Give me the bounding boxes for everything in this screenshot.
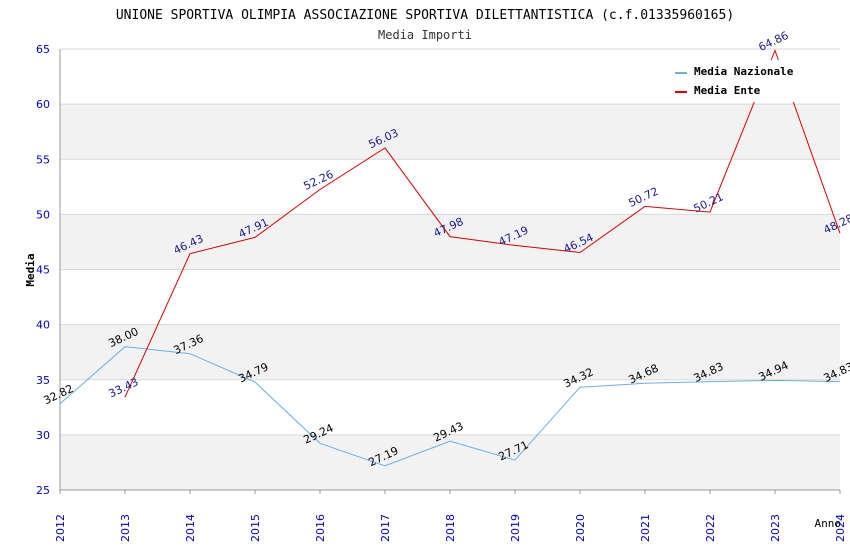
data-point bbox=[774, 379, 777, 382]
x-tick-label: 2024 bbox=[834, 514, 847, 542]
data-point bbox=[384, 464, 387, 467]
data-point bbox=[514, 459, 517, 462]
plot-band bbox=[60, 214, 840, 270]
y-tick-label: 30 bbox=[36, 429, 50, 442]
x-tick-label: 2021 bbox=[639, 514, 652, 542]
y-tick-label: 35 bbox=[36, 374, 50, 387]
x-tick-label: 2016 bbox=[314, 514, 327, 542]
data-point bbox=[384, 146, 387, 149]
x-tick-labels: 2012 2013 2014 2015 2016 2017 2018 2019 2020 2021… bbox=[54, 514, 847, 542]
plot-band bbox=[60, 434, 840, 490]
plot-band bbox=[60, 324, 840, 380]
legend-box bbox=[669, 60, 809, 102]
chart-title: UNIONE SPORTIVA OLIMPIA ASSOCIAZIONE SPO… bbox=[116, 8, 734, 23]
x-tick-label: 2013 bbox=[119, 514, 132, 542]
x-tick-label: 2022 bbox=[704, 514, 717, 542]
data-point bbox=[189, 252, 192, 255]
x-tick-label: 2014 bbox=[184, 514, 197, 542]
y-tick-label: 45 bbox=[36, 264, 50, 277]
plot-band bbox=[60, 104, 840, 160]
y-tick-label: 65 bbox=[36, 43, 50, 56]
axes bbox=[59, 49, 841, 494]
data-point bbox=[449, 235, 452, 238]
y-tick-label: 25 bbox=[36, 484, 50, 497]
y-tick-label: 40 bbox=[36, 319, 50, 332]
y-tick-label: 60 bbox=[36, 98, 50, 111]
data-point bbox=[839, 380, 842, 383]
series-lines bbox=[59, 49, 842, 467]
x-tick-label: 2017 bbox=[379, 514, 392, 542]
data-point bbox=[644, 382, 647, 385]
series-line-nazionale bbox=[59, 346, 841, 467]
data-label: 50.72 bbox=[626, 185, 660, 210]
x-tick-label: 2019 bbox=[509, 514, 522, 542]
legend: Media Nazionale Media Ente bbox=[669, 60, 809, 102]
x-axis-label: Anno bbox=[815, 517, 842, 530]
x-tick-label: 2018 bbox=[444, 514, 457, 542]
series-line-ente bbox=[124, 49, 841, 398]
data-point bbox=[449, 440, 452, 443]
data-point bbox=[709, 380, 712, 383]
data-point bbox=[189, 352, 192, 355]
data-point bbox=[319, 188, 322, 191]
plot-bands bbox=[60, 104, 840, 490]
y-tick-label: 55 bbox=[36, 153, 50, 166]
data-point bbox=[579, 386, 582, 389]
data-point bbox=[709, 211, 712, 214]
data-point bbox=[59, 402, 62, 405]
data-point bbox=[254, 236, 257, 239]
y-tick-labels: 25 30 35 40 45 50 55 60 65 bbox=[36, 43, 50, 497]
x-tick-label: 2015 bbox=[249, 514, 262, 542]
data-point bbox=[124, 345, 127, 348]
data-point bbox=[319, 442, 322, 445]
data-point bbox=[514, 244, 517, 247]
data-point bbox=[839, 232, 842, 235]
data-point bbox=[644, 205, 647, 208]
legend-label-nazionale: Media Nazionale bbox=[694, 65, 794, 78]
legend-label-ente: Media Ente bbox=[694, 84, 761, 97]
data-label: 52.26 bbox=[301, 168, 335, 193]
x-tick-label: 2020 bbox=[574, 514, 587, 542]
data-point bbox=[774, 49, 777, 52]
data-point bbox=[124, 396, 127, 399]
y-axis-label: Media bbox=[24, 253, 37, 286]
x-tick-label: 2012 bbox=[54, 514, 67, 542]
y-tick-label: 50 bbox=[36, 208, 50, 221]
x-tick-label: 2023 bbox=[769, 514, 782, 542]
chart-subtitle: Media Importi bbox=[378, 28, 472, 42]
data-point bbox=[254, 381, 257, 384]
data-label: 64.86 bbox=[756, 29, 790, 54]
data-point bbox=[579, 251, 582, 254]
